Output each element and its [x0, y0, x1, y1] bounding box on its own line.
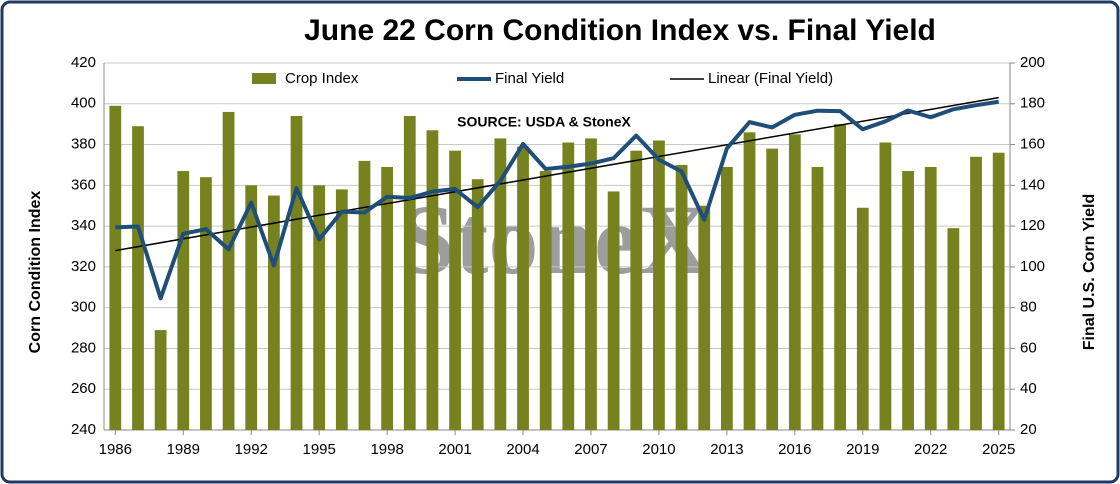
bar	[834, 124, 847, 431]
x-tick-label: 2019	[846, 441, 879, 458]
x-tick-label: 1986	[99, 441, 132, 458]
bar	[177, 171, 190, 431]
y-tick-label: 400	[71, 95, 96, 112]
y2-tick-label: 200	[1020, 54, 1045, 71]
x-tick-label: 2025	[982, 441, 1015, 458]
y-axis-label: Corn Condition Index	[27, 191, 44, 354]
bar	[698, 205, 711, 430]
bar	[245, 185, 258, 430]
y2-tick-label: 180	[1020, 95, 1045, 112]
bar	[449, 150, 461, 430]
bar	[222, 111, 235, 430]
y-tick-label: 420	[71, 54, 96, 71]
legend-label: Linear (Final Yield)	[708, 70, 833, 87]
bar	[970, 156, 982, 431]
x-tick-label: 2004	[506, 441, 539, 458]
y-tick-label: 360	[71, 176, 96, 193]
bar	[358, 160, 371, 430]
legend-swatch	[252, 73, 276, 84]
x-tick-label: 2013	[710, 441, 743, 458]
x-tick-label: 2016	[778, 441, 811, 458]
bar	[607, 191, 620, 430]
x-tick-label: 2022	[914, 441, 947, 458]
x-tick-label: 1989	[167, 441, 200, 458]
y-tick-label: 300	[71, 299, 96, 316]
annotation: SOURCE: USDA & StoneX	[457, 114, 631, 130]
bar	[290, 116, 303, 430]
x-tick-label: 1995	[302, 441, 335, 458]
y-tick-label: 280	[71, 339, 96, 356]
x-tick-label: 2007	[574, 441, 607, 458]
bar	[720, 166, 733, 430]
bar	[630, 150, 643, 430]
y2-tick-label: 20	[1020, 421, 1037, 438]
chart-title: June 22 Corn Condition Index vs. Final Y…	[304, 14, 936, 47]
bar	[132, 126, 144, 430]
bar	[811, 166, 824, 430]
bar	[562, 142, 575, 430]
bar	[381, 166, 394, 430]
y2-tick-label: 140	[1020, 176, 1045, 193]
bar	[313, 185, 326, 430]
bar	[675, 164, 688, 430]
bar	[879, 142, 892, 430]
bar	[788, 134, 801, 430]
y-tick-label: 240	[71, 421, 96, 438]
y2-tick-label: 120	[1020, 217, 1045, 234]
y2-tick-label: 40	[1020, 380, 1037, 397]
bar	[200, 177, 212, 430]
line	[115, 96, 999, 252]
y2-tick-label: 100	[1020, 258, 1045, 275]
bar	[471, 179, 484, 430]
bar	[856, 207, 869, 430]
bar	[403, 116, 416, 430]
bar	[947, 228, 960, 430]
bar	[154, 330, 167, 430]
bar	[743, 132, 756, 431]
bar	[766, 148, 779, 430]
y2-tick-label: 80	[1020, 299, 1037, 316]
bar	[267, 195, 280, 430]
bar	[426, 130, 439, 431]
bar	[992, 152, 1005, 430]
y2-axis-label: Final U.S. Corn Yield	[1081, 194, 1098, 350]
bar	[585, 138, 597, 430]
y-tick-label: 320	[71, 258, 96, 275]
y-tick-label: 260	[71, 380, 96, 397]
x-tick-label: 1998	[370, 441, 403, 458]
y-tick-label: 340	[71, 217, 96, 234]
x-tick-label: 2010	[642, 441, 675, 458]
y2-tick-label: 160	[1020, 136, 1045, 153]
bar	[539, 171, 552, 431]
bar	[517, 146, 529, 430]
y2-tick-label: 60	[1020, 339, 1037, 356]
bar	[109, 105, 122, 431]
bar	[335, 189, 348, 430]
y-tick-label: 380	[71, 136, 96, 153]
legend-label: Crop Index	[285, 70, 359, 87]
bar	[902, 171, 914, 431]
x-tick-label: 2001	[438, 441, 471, 458]
line	[115, 99, 999, 301]
bar	[924, 166, 937, 430]
bar	[494, 138, 507, 430]
x-tick-label: 1992	[235, 441, 268, 458]
bar	[653, 140, 665, 430]
legend-label: Final Yield	[495, 70, 564, 87]
